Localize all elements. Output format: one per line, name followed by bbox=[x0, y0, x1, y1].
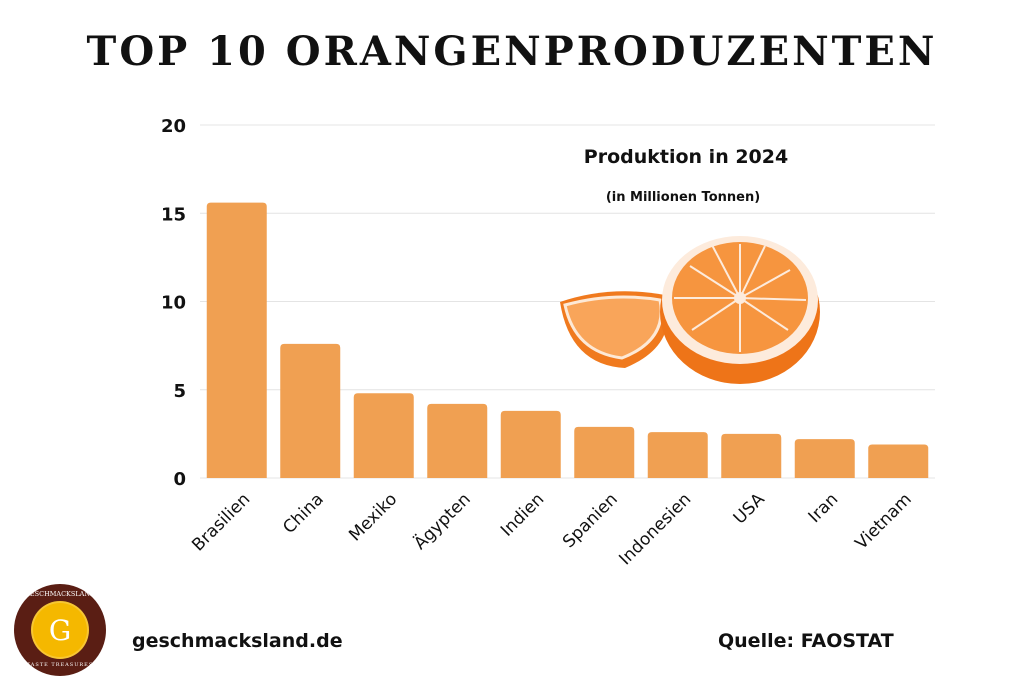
bar-china bbox=[280, 343, 341, 478]
chart-subtitle: Produktion in 2024 bbox=[584, 146, 788, 168]
bar-ägypten bbox=[427, 403, 488, 478]
x-tick-label: China bbox=[279, 489, 327, 537]
x-tick-label: Vietnam bbox=[852, 489, 916, 553]
bar-mexiko bbox=[353, 393, 414, 478]
logo-letter: G bbox=[48, 613, 72, 647]
x-tick-label: Indien bbox=[497, 489, 548, 540]
x-tick-label: Brasilien bbox=[188, 489, 254, 555]
bar-usa bbox=[721, 433, 782, 478]
x-tick-label: Mexiko bbox=[345, 489, 401, 545]
logo-text-bottom: TASTE TREASURES bbox=[26, 662, 94, 668]
x-tick-label: Indonesien bbox=[615, 489, 695, 569]
x-tick-label: Spanien bbox=[559, 489, 622, 552]
y-tick-label: 20 bbox=[161, 116, 186, 137]
x-tick-label: Ägypten bbox=[410, 489, 475, 554]
x-tick-label: Iran bbox=[805, 489, 843, 527]
website-link[interactable]: geschmacksland.de bbox=[132, 630, 343, 652]
bar-spanien bbox=[574, 426, 635, 478]
logo: G GESCHMACKSLAND TASTE TREASURES bbox=[14, 584, 106, 676]
bar-indien bbox=[500, 410, 561, 478]
unit-note: (in Millionen Tonnen) bbox=[606, 190, 760, 205]
chart-title: TOP 10 ORANGENPRODUZENTEN bbox=[86, 28, 938, 75]
orange-illustration bbox=[560, 236, 820, 384]
y-tick-label: 10 bbox=[161, 293, 186, 314]
source-note: Quelle: FAOSTAT bbox=[718, 630, 894, 652]
bar-brasilien bbox=[206, 202, 267, 478]
y-tick-label: 5 bbox=[173, 381, 186, 402]
logo-text-top: GESCHMACKSLAND bbox=[24, 590, 96, 598]
bar-indonesien bbox=[647, 432, 708, 478]
y-tick-label: 15 bbox=[161, 204, 186, 225]
bar-iran bbox=[794, 439, 855, 478]
x-tick-label: USA bbox=[730, 489, 769, 528]
bar-vietnam bbox=[868, 444, 929, 478]
y-tick-label: 0 bbox=[173, 469, 186, 490]
